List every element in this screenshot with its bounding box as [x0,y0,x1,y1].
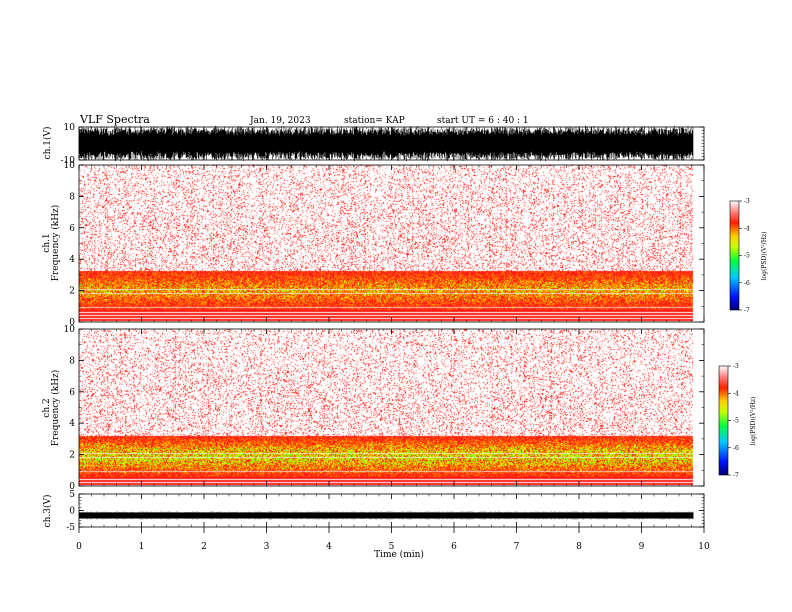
header-date: Jan. 19, 2023 [249,116,311,126]
xtick-label: 4 [326,542,332,552]
colorbar-tick-label: -6 [744,280,750,287]
ytick-label: 10 [64,161,76,171]
time-axis: 0 1 2 3 4 5 6 7 8 9 10 [76,527,710,552]
ch1-frequency-label: Frequency (kHz) [50,205,61,282]
ytick-label: 5 [69,490,75,500]
ytick-label: 0 [69,482,75,492]
colorbar-tick-label: -3 [744,198,750,205]
ch2-colorbar: -3 -4 -5 -6 -7 log(PSD)(V²/Hz) [718,363,757,479]
ch2-colorbar-label: log(PSD)(V²/Hz) [750,397,757,446]
ch1-channel-label: ch.1 [42,233,52,252]
ytick-label: 8 [69,192,75,202]
ch3-signal-band [79,512,694,519]
ytick-label: 2 [69,451,75,461]
ch2-colorbar-gradient [719,366,728,475]
xtick-label: 8 [576,542,582,552]
ch1-colorbar-label: log(PSD)(V²/Hz) [761,232,768,281]
ch2-frequency-label: Frequency (kHz) [50,370,61,447]
ch1-colorbar: -3 -4 -5 -6 -7 log(PSD)(V²/Hz) [729,198,768,314]
ytick-label: 4 [69,419,75,429]
ch2-spectrogram-panel: 0 2 4 6 8 10 ch.2 Frequency (kHz) [42,325,705,492]
header-station: station= KAP [344,116,405,126]
ytick-label: -5 [66,523,75,533]
ytick-label: 8 [69,356,75,366]
ch3-waveform-trace [78,511,694,520]
xtick-label: 0 [76,542,82,552]
xtick-label: 6 [451,542,457,552]
ch1-waveform-trace [78,125,694,162]
ytick-label: 4 [69,255,75,265]
ytick-label: -10 [61,156,76,166]
xtick-label: 3 [264,542,270,552]
ch1-spectrogram-panel: 0 2 4 6 8 10 ch.1 Frequency (kHz) [42,161,705,328]
colorbar-tick-label: -5 [744,253,750,260]
header-start-time: start UT = 6 : 40 : 1 [437,116,529,126]
colorbar-tick-label: -7 [744,307,750,314]
ch1-waveform-panel: 10 -10 ch.1(V) [42,123,705,166]
ytick-label: 10 [64,325,76,335]
xtick-label: 7 [514,542,520,552]
colorbar-tick-label: -3 [733,363,739,370]
xtick-label: 1 [139,542,145,552]
colorbar-tick-label: -5 [733,418,739,425]
xtick-label: 5 [389,542,395,552]
colorbar-tick-label: -6 [733,445,739,452]
ch3-waveform-ylabel: ch.3(V) [42,495,53,528]
figure-title: VLF Spectra [79,113,150,126]
ch2-spectrogram-image [79,329,704,486]
colorbar-tick-label: -7 [733,472,739,479]
ch2-channel-label: ch.2 [42,398,52,417]
ch3-waveform-panel: 5 0 -5 ch.3(V) [42,490,705,533]
ytick-label: 2 [69,287,75,297]
ch1-colorbar-gradient [730,201,739,310]
xtick-label: 9 [639,542,645,552]
time-axis-label: Time (min) [374,549,424,560]
ch1-spectrogram-image [79,165,704,322]
xtick-label: 10 [698,542,710,552]
ytick-label: 0 [69,318,75,328]
ytick-label: 6 [69,388,75,398]
ytick-label: 6 [69,224,75,234]
xtick-label: 2 [201,542,207,552]
ytick-label: 10 [64,123,76,133]
colorbar-tick-label: -4 [744,225,750,232]
colorbar-tick-label: -4 [733,390,739,397]
ytick-label: 0 [69,507,75,517]
ch1-waveform-ylabel: ch.1(V) [42,127,53,160]
